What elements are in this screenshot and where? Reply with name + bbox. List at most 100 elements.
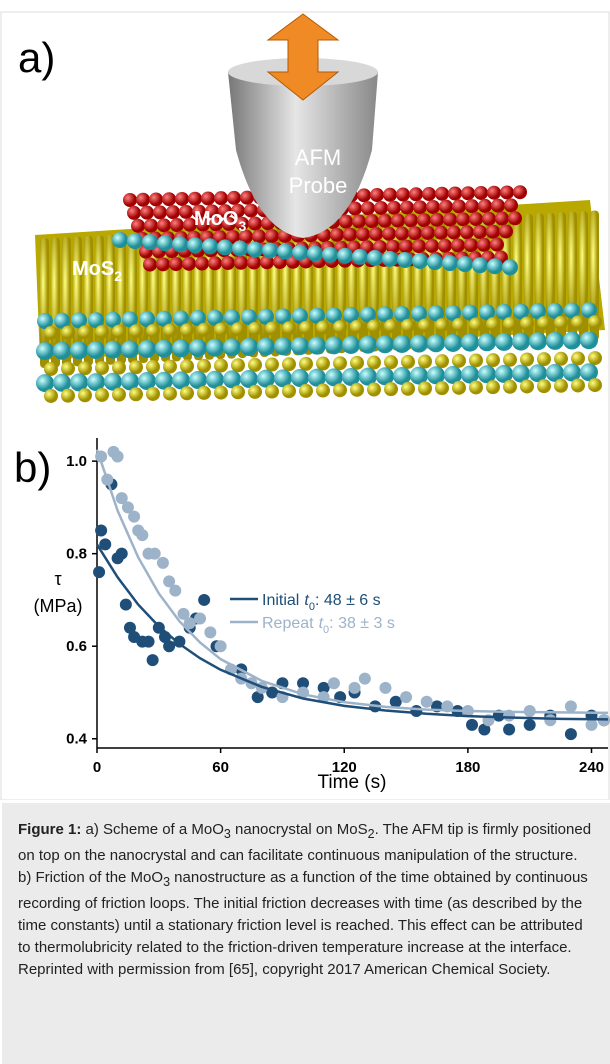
atom bbox=[274, 337, 292, 356]
atom bbox=[189, 339, 207, 358]
probe-label: AFM bbox=[295, 145, 341, 170]
data-point bbox=[389, 695, 402, 708]
atom bbox=[223, 370, 241, 389]
atom bbox=[439, 199, 453, 214]
atom bbox=[226, 229, 240, 244]
atom bbox=[153, 205, 167, 220]
atom bbox=[367, 319, 381, 334]
atom bbox=[205, 204, 219, 219]
atom bbox=[502, 259, 518, 276]
caption-text: nanocrystal on MoS bbox=[230, 821, 368, 838]
data-point bbox=[317, 681, 330, 694]
atom bbox=[472, 257, 488, 274]
atom bbox=[162, 192, 176, 207]
data-point bbox=[95, 524, 108, 537]
atom bbox=[309, 307, 325, 324]
atom bbox=[292, 308, 308, 324]
atom bbox=[546, 363, 564, 382]
atom bbox=[127, 233, 143, 250]
data-point bbox=[136, 529, 149, 542]
atom bbox=[447, 225, 461, 240]
atom bbox=[456, 212, 470, 227]
atom bbox=[520, 316, 534, 331]
atom bbox=[469, 380, 483, 395]
atom bbox=[401, 354, 415, 369]
atom bbox=[374, 200, 388, 215]
atom bbox=[452, 353, 466, 368]
atom bbox=[143, 257, 157, 272]
atom bbox=[486, 380, 500, 395]
atom bbox=[139, 311, 155, 328]
data-point bbox=[128, 510, 141, 523]
atom bbox=[395, 226, 409, 241]
atom bbox=[155, 371, 173, 390]
atom bbox=[232, 240, 248, 257]
atom bbox=[326, 307, 342, 324]
y-tick-label: 0.6 bbox=[66, 638, 87, 655]
data-point bbox=[204, 626, 217, 639]
atom bbox=[157, 235, 173, 252]
atom bbox=[547, 302, 563, 319]
atom bbox=[457, 256, 473, 273]
moo3-label: MoO3 bbox=[194, 208, 246, 234]
atom bbox=[325, 368, 343, 387]
atom bbox=[490, 237, 504, 252]
atom bbox=[384, 355, 398, 370]
atom bbox=[435, 354, 449, 369]
atom bbox=[241, 309, 257, 326]
data-point bbox=[478, 723, 491, 736]
legend-sub: 0 bbox=[309, 601, 315, 613]
atom bbox=[218, 204, 232, 219]
y-axis-label: τ bbox=[54, 569, 61, 589]
data-point bbox=[348, 681, 361, 694]
atom bbox=[78, 388, 92, 403]
atom bbox=[486, 353, 500, 368]
atom bbox=[146, 359, 160, 374]
atom bbox=[95, 387, 109, 402]
atom bbox=[123, 193, 137, 207]
atom bbox=[70, 373, 88, 392]
atom bbox=[78, 325, 92, 340]
atom bbox=[156, 257, 170, 272]
atom bbox=[495, 332, 513, 351]
atom bbox=[248, 321, 262, 336]
atom bbox=[393, 334, 411, 353]
atom bbox=[316, 356, 330, 371]
atom bbox=[292, 244, 308, 261]
atom bbox=[127, 205, 141, 220]
atom bbox=[430, 212, 444, 227]
atom bbox=[444, 365, 462, 384]
atom bbox=[95, 360, 109, 375]
atom bbox=[367, 382, 381, 397]
data-point bbox=[564, 728, 577, 741]
atom bbox=[478, 198, 492, 213]
atom bbox=[504, 198, 518, 213]
atom bbox=[412, 239, 426, 254]
data-point bbox=[163, 575, 176, 588]
atom bbox=[400, 200, 414, 215]
data-point bbox=[327, 677, 340, 690]
atom bbox=[223, 338, 241, 357]
atom bbox=[224, 309, 240, 326]
caption: Figure 1: a) Scheme of a MoO3 nanocrysta… bbox=[2, 803, 610, 1064]
atom bbox=[563, 363, 581, 382]
atom bbox=[376, 367, 394, 386]
caption-text: nanostructure as a function of the time … bbox=[18, 869, 588, 978]
atom bbox=[208, 256, 222, 271]
atom bbox=[307, 245, 323, 262]
atom bbox=[520, 352, 534, 367]
atom bbox=[386, 239, 400, 254]
atom bbox=[333, 383, 347, 398]
atom bbox=[486, 317, 500, 332]
label-text: MoO bbox=[194, 208, 238, 230]
atom bbox=[129, 360, 143, 375]
atom bbox=[410, 334, 428, 353]
atom bbox=[581, 302, 597, 319]
legend-name: Repeat bbox=[262, 615, 314, 632]
atom bbox=[44, 325, 58, 340]
atom bbox=[401, 318, 415, 333]
atom bbox=[350, 382, 364, 397]
atom bbox=[240, 370, 258, 389]
atom bbox=[197, 385, 211, 400]
